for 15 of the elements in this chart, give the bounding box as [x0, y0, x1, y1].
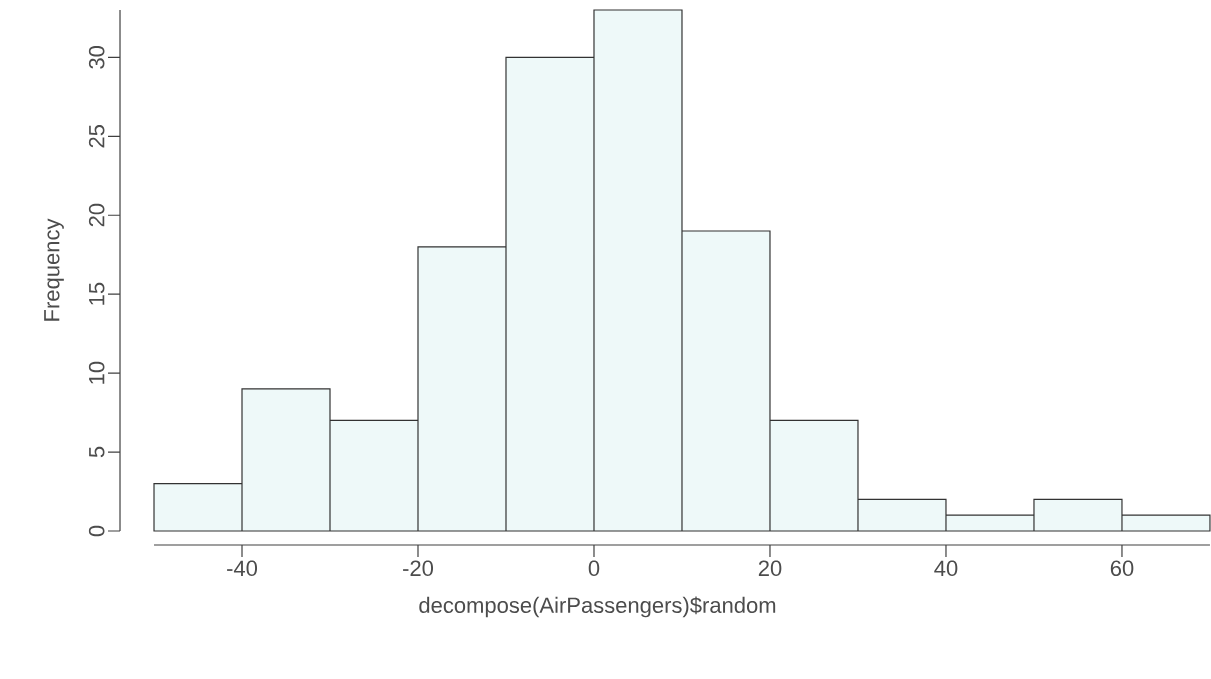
x-tick-label: -20: [403, 560, 434, 577]
y-tick-label: 5: [89, 446, 105, 458]
x-tick-label: 0: [588, 560, 600, 577]
x-tick-label: -40: [227, 560, 258, 577]
y-tick-label: 20: [88, 203, 105, 227]
y-tick-label: 10: [88, 361, 105, 384]
x-tick-label: 40: [934, 560, 958, 577]
y-tick-label: 0: [88, 525, 105, 537]
y-tick-label: 25: [88, 124, 105, 148]
x-tick-label: 20: [758, 560, 782, 577]
y-tick-label: 30: [88, 45, 105, 69]
x-tick-label: 60: [1110, 560, 1134, 577]
y-tick-label: 15: [89, 282, 105, 305]
y-axis-title: Frequency: [44, 218, 64, 321]
x-axis-title: decompose(AirPassengers)$random: [419, 596, 776, 618]
